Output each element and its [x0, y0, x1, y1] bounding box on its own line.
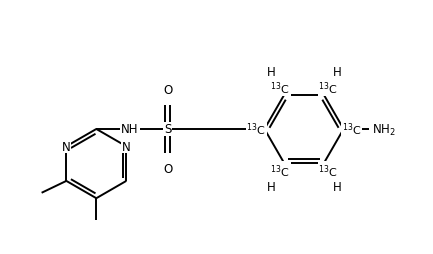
Text: NH$_2$: NH$_2$	[372, 122, 396, 137]
Text: O: O	[163, 84, 172, 97]
Text: $^{13}$C: $^{13}$C	[270, 163, 290, 179]
Text: N: N	[122, 140, 131, 153]
Text: H: H	[333, 66, 341, 79]
Text: H: H	[267, 180, 275, 193]
Text: $^{13}$C: $^{13}$C	[318, 80, 338, 97]
Text: N: N	[62, 140, 71, 153]
Text: S: S	[164, 123, 171, 136]
Text: $^{13}$C: $^{13}$C	[318, 163, 338, 179]
Text: $^{13}$C: $^{13}$C	[246, 121, 266, 138]
Text: $^{13}$C: $^{13}$C	[270, 80, 290, 97]
Text: H: H	[267, 66, 275, 79]
Text: O: O	[163, 162, 172, 175]
Text: $^{13}$C: $^{13}$C	[342, 121, 362, 138]
Text: H: H	[333, 180, 341, 193]
Text: NH: NH	[121, 123, 139, 136]
